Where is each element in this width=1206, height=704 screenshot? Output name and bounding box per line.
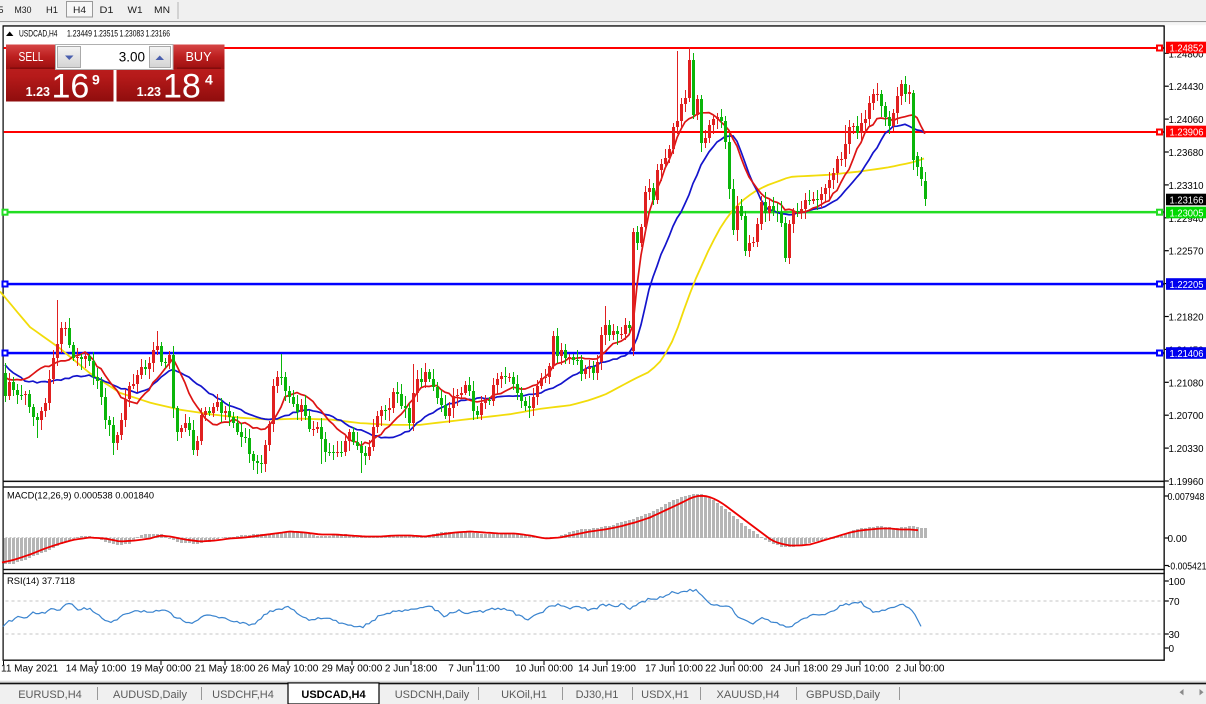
- svg-text:USDCAD,H4: USDCAD,H4: [301, 689, 366, 701]
- svg-text:MACD(12,26,9) 0.000538 0.00184: MACD(12,26,9) 0.000538 0.001840: [7, 491, 154, 502]
- svg-text:0.00: 0.00: [1168, 534, 1188, 545]
- svg-text:22 Jun 00:00: 22 Jun 00:00: [705, 664, 763, 675]
- svg-text:DJ30,H1: DJ30,H1: [576, 689, 619, 701]
- svg-text:30: 30: [1169, 630, 1181, 641]
- svg-text:BUY: BUY: [186, 49, 212, 64]
- svg-text:5: 5: [0, 5, 4, 16]
- svg-text:0.007948: 0.007948: [1168, 492, 1205, 503]
- svg-text:17 Jun 10:00: 17 Jun 10:00: [645, 664, 703, 675]
- svg-text:10 Jun 00:00: 10 Jun 00:00: [515, 664, 573, 675]
- svg-text:1.23166: 1.23166: [1170, 195, 1204, 206]
- svg-text:18: 18: [163, 67, 201, 105]
- svg-text:1.23906: 1.23906: [1170, 127, 1204, 138]
- svg-text:14 May 10:00: 14 May 10:00: [66, 664, 127, 675]
- svg-text:1.24852: 1.24852: [1170, 43, 1204, 54]
- svg-text:1.22570: 1.22570: [1169, 247, 1204, 258]
- svg-text:1.23083: 1.23083: [120, 29, 145, 40]
- svg-text:1.24060: 1.24060: [1169, 115, 1204, 126]
- svg-text:1.23: 1.23: [137, 85, 161, 99]
- svg-text:21 May 18:00: 21 May 18:00: [195, 664, 256, 675]
- svg-text:EURUSD,H4: EURUSD,H4: [18, 689, 82, 701]
- svg-text:1.19960: 1.19960: [1169, 477, 1204, 488]
- svg-text:100: 100: [1169, 577, 1186, 588]
- svg-text:29 Jun 10:00: 29 Jun 10:00: [831, 664, 889, 675]
- svg-text:M30: M30: [15, 5, 32, 16]
- svg-text:1.20330: 1.20330: [1169, 444, 1204, 455]
- svg-text:H1: H1: [46, 5, 58, 16]
- svg-text:1.23680: 1.23680: [1169, 148, 1204, 159]
- svg-text:1.23515: 1.23515: [94, 29, 119, 40]
- svg-text:W1: W1: [128, 5, 143, 16]
- svg-text:1.22205: 1.22205: [1170, 280, 1204, 291]
- svg-text:USDCHF,H4: USDCHF,H4: [212, 689, 274, 701]
- svg-text:1.21820: 1.21820: [1169, 313, 1204, 324]
- svg-text:SELL: SELL: [19, 49, 44, 64]
- svg-text:1.23449: 1.23449: [67, 29, 92, 40]
- svg-text:11 May 2021: 11 May 2021: [1, 664, 59, 675]
- svg-text:7 Jun 11:00: 7 Jun 11:00: [448, 664, 500, 675]
- svg-text:1.20700: 1.20700: [1169, 411, 1204, 422]
- svg-text:GBPUSD,Daily: GBPUSD,Daily: [806, 689, 880, 701]
- svg-text:1.21080: 1.21080: [1169, 378, 1204, 389]
- svg-text:29 May 00:00: 29 May 00:00: [322, 664, 383, 675]
- svg-text:AUDUSD,Daily: AUDUSD,Daily: [113, 689, 187, 701]
- svg-text:1.22940: 1.22940: [1169, 214, 1204, 225]
- svg-text:16: 16: [52, 67, 90, 105]
- svg-text:-0.005421: -0.005421: [1168, 562, 1206, 573]
- svg-text:1.23: 1.23: [26, 85, 50, 99]
- svg-text:USDCAD,H4: USDCAD,H4: [19, 29, 58, 40]
- svg-text:USDX,H1: USDX,H1: [641, 689, 689, 701]
- svg-text:14 Jun 19:00: 14 Jun 19:00: [578, 664, 636, 675]
- svg-text:9: 9: [92, 72, 100, 88]
- svg-text:19 May 00:00: 19 May 00:00: [131, 664, 192, 675]
- svg-text:H4: H4: [73, 5, 86, 16]
- svg-text:1.24430: 1.24430: [1169, 82, 1204, 93]
- svg-text:1.24800: 1.24800: [1169, 49, 1204, 60]
- svg-text:UKOil,H1: UKOil,H1: [501, 689, 547, 701]
- svg-text:70: 70: [1169, 597, 1181, 608]
- svg-text:XAUUSD,H4: XAUUSD,H4: [717, 689, 780, 701]
- svg-text:USDCNH,Daily: USDCNH,Daily: [395, 689, 470, 701]
- svg-text:D1: D1: [100, 5, 114, 16]
- svg-text:1.23166: 1.23166: [146, 29, 171, 40]
- svg-text:24 Jun 18:00: 24 Jun 18:00: [770, 664, 828, 675]
- svg-text:4: 4: [205, 72, 213, 88]
- svg-text:1.23005: 1.23005: [1170, 208, 1204, 219]
- svg-text:MN: MN: [154, 5, 170, 16]
- svg-text:2 Jun 18:00: 2 Jun 18:00: [385, 664, 438, 675]
- svg-text:1.21406: 1.21406: [1170, 349, 1204, 360]
- svg-text:26 May 10:00: 26 May 10:00: [258, 664, 319, 675]
- svg-text:3.00: 3.00: [119, 50, 145, 65]
- svg-text:0: 0: [1169, 644, 1175, 655]
- svg-text:1.23310: 1.23310: [1169, 181, 1204, 192]
- svg-text:RSI(14) 37.7118: RSI(14) 37.7118: [7, 576, 75, 587]
- svg-text:2 Jul 00:00: 2 Jul 00:00: [896, 664, 945, 675]
